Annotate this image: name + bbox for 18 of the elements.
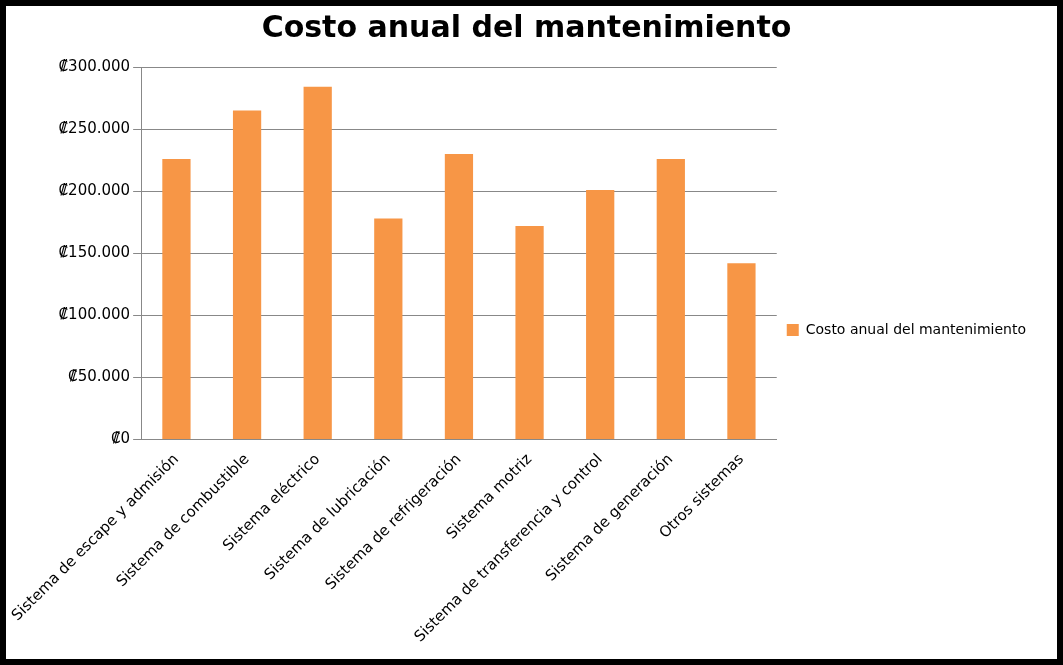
y-tick-label: ₡200.000 (58, 181, 131, 200)
bar (515, 225, 544, 440)
bar (374, 218, 403, 440)
y-tick-label: ₡0 (111, 429, 131, 448)
bar (232, 110, 262, 440)
legend-label: Costo anual del mantenimiento (805, 320, 1026, 337)
chart-title: Costo anual del mantenimiento (261, 8, 792, 44)
bar (656, 158, 685, 440)
bar (444, 153, 474, 440)
y-tick-label: ₡100.000 (58, 305, 131, 324)
bar (303, 86, 332, 440)
bar (727, 263, 756, 440)
bar (586, 189, 615, 440)
y-tick-label: ₡50.000 (68, 367, 131, 386)
y-tick-label: ₡250.000 (58, 118, 131, 137)
y-tick-label: ₡150.000 (58, 243, 131, 262)
y-tick-label: ₡300.000 (58, 56, 131, 75)
bar (162, 158, 191, 440)
